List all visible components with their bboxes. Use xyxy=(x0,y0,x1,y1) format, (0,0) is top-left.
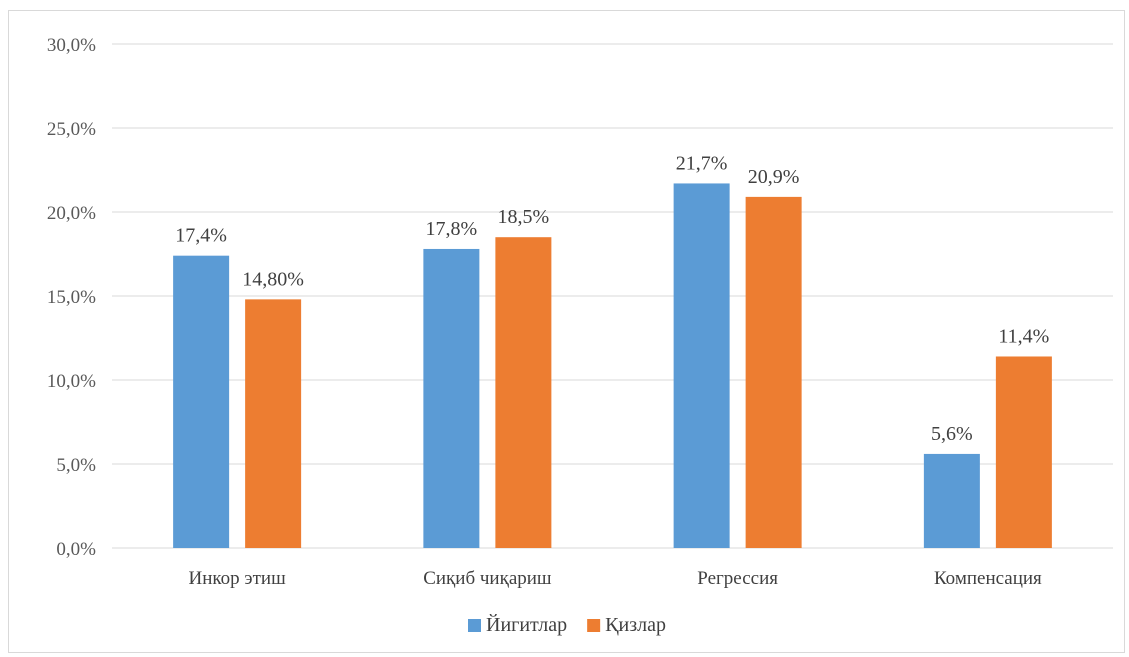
data-label-0-1: 17,8% xyxy=(426,218,478,240)
legend-swatch-0 xyxy=(468,619,481,632)
bar-0-3 xyxy=(923,453,980,548)
legend-swatch-1 xyxy=(587,619,601,632)
y-tick-label-4: 20,0% xyxy=(47,203,96,224)
y-tick-label-5: 25,0% xyxy=(47,119,96,140)
data-label-0-2: 21,7% xyxy=(676,152,728,174)
bar-1-3 xyxy=(995,356,1052,548)
y-tick-label-1: 5,0% xyxy=(56,455,96,476)
data-label-1-1: 18,5% xyxy=(498,206,550,228)
bar-1-1 xyxy=(495,237,552,548)
legend-label-1: Қизлар xyxy=(605,614,666,636)
legend-label-0: Йигитлар xyxy=(486,613,567,636)
bar-0-0 xyxy=(173,255,230,548)
category-label-3: Компенсация xyxy=(934,568,1042,589)
category-label-1: Сиқиб чиқариш xyxy=(423,568,552,589)
y-tick-label-3: 15,0% xyxy=(47,287,96,308)
category-label-0: Инкор этиш xyxy=(189,568,287,589)
bar-0-2 xyxy=(673,183,730,548)
data-label-0-0: 17,4% xyxy=(175,225,227,247)
bar-0-1 xyxy=(423,248,480,548)
category-label-2: Регрессия xyxy=(697,568,778,589)
data-label-1-0: 14,80% xyxy=(242,268,304,290)
data-label-0-3: 5,6% xyxy=(931,423,973,445)
y-tick-label-6: 30,0% xyxy=(47,35,96,56)
bar-1-0 xyxy=(245,299,302,548)
bar-1-2 xyxy=(745,196,802,548)
y-tick-label-2: 10,0% xyxy=(47,371,96,392)
data-label-1-2: 20,9% xyxy=(748,166,800,188)
y-tick-label-0: 0,0% xyxy=(56,539,96,560)
data-label-1-3: 11,4% xyxy=(998,325,1049,347)
